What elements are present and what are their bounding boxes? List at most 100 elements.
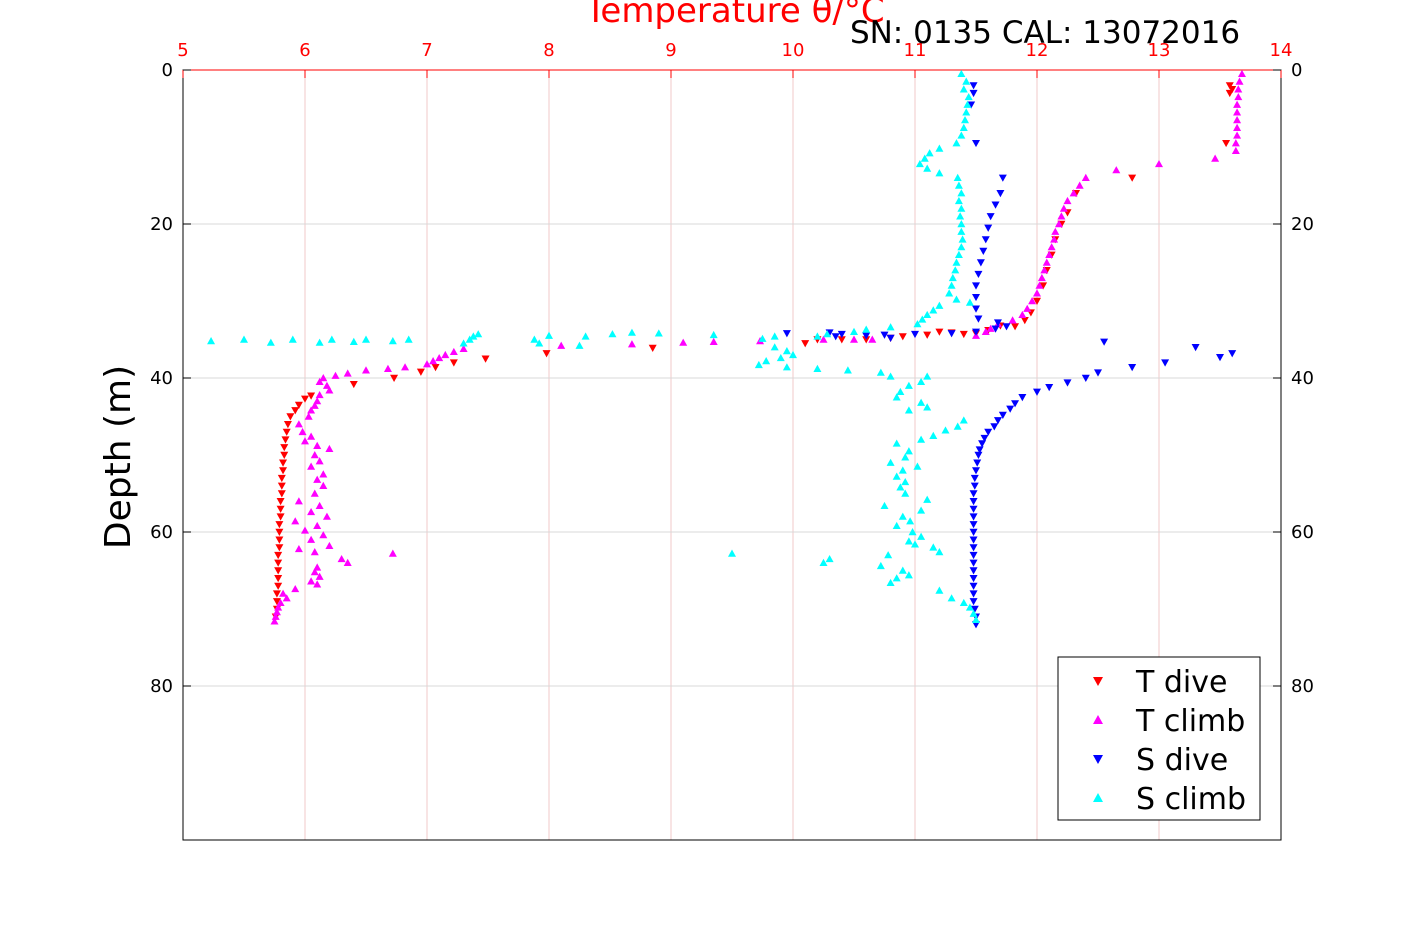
data-point <box>1069 189 1078 197</box>
data-point <box>1228 86 1237 94</box>
data-point <box>969 490 978 498</box>
data-point <box>963 100 972 108</box>
data-point <box>240 335 248 343</box>
data-point <box>898 333 907 341</box>
y-tick-label: 20 <box>150 214 173 235</box>
y-tick-label-right: 0 <box>1291 60 1302 81</box>
data-point <box>1033 297 1041 305</box>
data-point <box>884 551 893 559</box>
data-point <box>349 380 358 389</box>
data-point <box>1059 204 1068 212</box>
data-point <box>1233 100 1242 108</box>
data-point <box>954 196 963 205</box>
x-tick-label: 7 <box>421 40 432 61</box>
data-point <box>993 319 1002 327</box>
data-point <box>1037 273 1046 282</box>
data-point <box>304 412 313 420</box>
data-point <box>961 116 970 124</box>
data-point <box>975 446 984 454</box>
data-point <box>969 528 978 536</box>
data-point <box>964 92 973 101</box>
data-point <box>388 337 397 345</box>
data-point <box>266 338 275 346</box>
data-point <box>301 437 309 445</box>
data-point <box>276 505 285 513</box>
y-axis-label: Depth (m) <box>98 365 139 549</box>
data-point <box>981 327 990 335</box>
data-point <box>952 295 961 303</box>
data-point <box>274 582 283 590</box>
data-point <box>1237 69 1246 78</box>
data-point <box>886 334 895 342</box>
data-point <box>1045 250 1054 258</box>
data-point <box>530 335 539 343</box>
data-point <box>325 444 334 453</box>
data-point <box>1094 369 1102 377</box>
data-point <box>1039 282 1048 290</box>
data-point <box>758 334 767 342</box>
data-point <box>315 501 324 510</box>
data-point <box>1042 258 1051 266</box>
data-point <box>782 363 791 371</box>
data-point <box>947 330 956 338</box>
data-point <box>307 507 316 516</box>
x-tick-label: 13 <box>1148 40 1171 61</box>
data-point <box>974 315 983 323</box>
data-point <box>709 330 718 339</box>
data-point <box>990 423 999 431</box>
data-point <box>935 144 944 152</box>
data-point <box>970 474 979 483</box>
data-point <box>880 331 889 339</box>
data-point <box>275 544 284 552</box>
data-point <box>459 339 468 347</box>
data-point <box>770 343 779 351</box>
data-point <box>862 325 871 333</box>
data-point <box>969 513 978 521</box>
data-point <box>967 101 976 109</box>
legend-marker <box>1093 677 1103 686</box>
data-point <box>390 374 399 382</box>
data-point <box>991 201 1000 209</box>
data-point <box>1051 227 1060 235</box>
data-point <box>307 535 316 543</box>
data-point <box>1008 316 1017 324</box>
data-point <box>319 481 328 489</box>
data-point <box>469 332 478 340</box>
data-point <box>281 436 290 444</box>
data-point <box>383 364 392 372</box>
data-point <box>978 440 987 448</box>
data-point <box>307 406 316 414</box>
data-point <box>947 281 956 289</box>
legend-marker <box>1093 793 1103 802</box>
legend: T dive T climb S dive S climb <box>1057 656 1261 821</box>
data-point <box>277 490 286 498</box>
data-point <box>837 336 846 344</box>
data-point <box>272 590 281 598</box>
data-point <box>876 561 885 570</box>
data-point <box>709 337 718 346</box>
data-point <box>294 497 303 505</box>
data-point <box>274 575 283 583</box>
data-point <box>908 528 917 536</box>
data-point <box>1050 235 1059 243</box>
data-point <box>901 453 910 461</box>
data-point <box>1191 344 1200 352</box>
data-point <box>925 149 934 157</box>
data-point <box>850 335 858 343</box>
data-point <box>969 536 978 544</box>
data-point <box>868 335 877 343</box>
data-point <box>929 306 938 314</box>
data-point <box>959 85 968 93</box>
data-point <box>918 315 927 323</box>
data-point <box>892 439 901 447</box>
data-point <box>969 582 978 590</box>
data-point <box>1002 323 1011 331</box>
data-point <box>984 224 993 232</box>
data-point <box>294 420 303 428</box>
data-point <box>286 413 295 421</box>
data-point <box>679 338 688 346</box>
data-point <box>984 428 993 436</box>
data-point <box>782 330 791 338</box>
data-point <box>969 551 978 560</box>
data-point <box>823 330 832 338</box>
